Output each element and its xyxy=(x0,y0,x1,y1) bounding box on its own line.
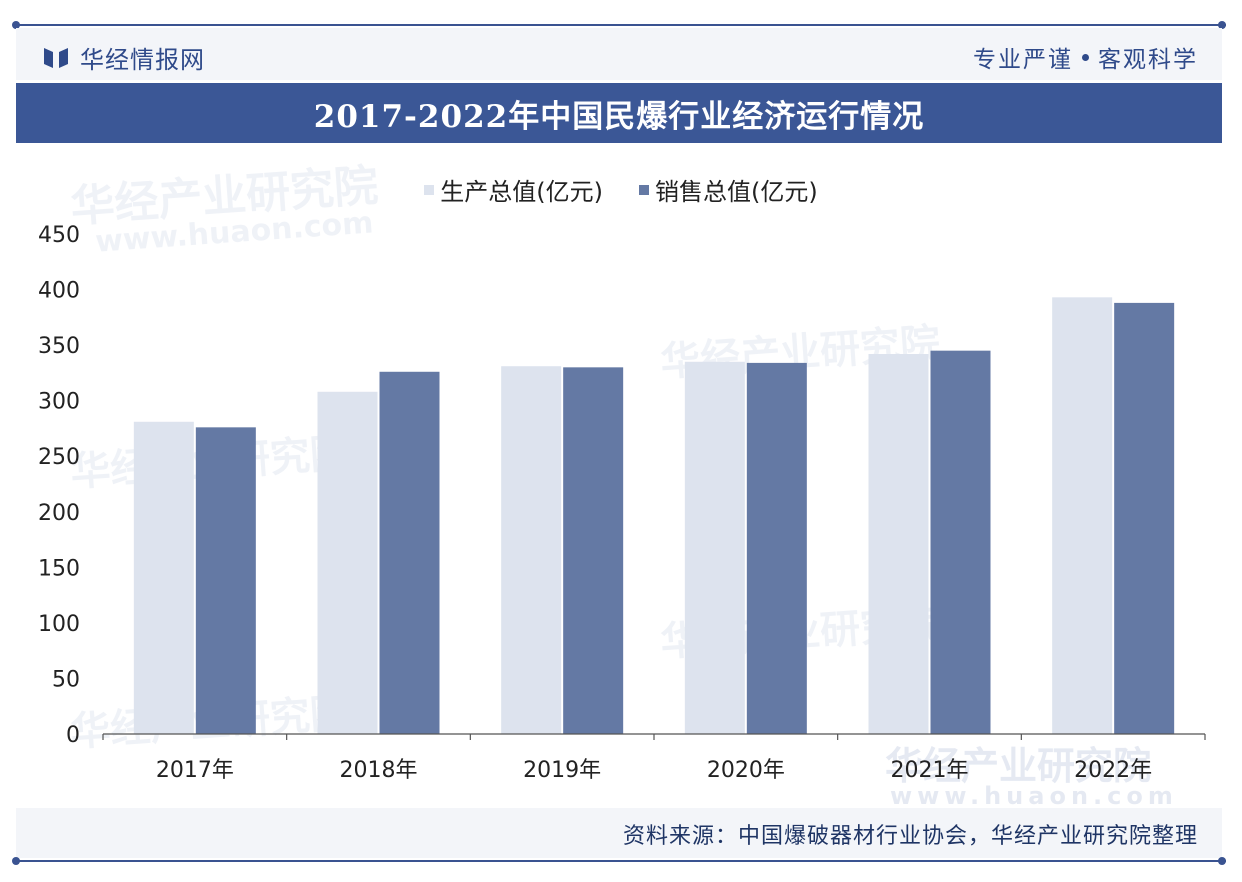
y-tick-label: 150 xyxy=(38,556,80,581)
brand-logo-icon xyxy=(44,47,68,68)
legend-swatch-production xyxy=(424,184,435,195)
chart-legend: 生产总值(亿元) 销售总值(亿元) xyxy=(0,172,1242,207)
footer-bar xyxy=(16,808,1222,858)
brand-bar xyxy=(16,28,1222,80)
bar-production-2020年 xyxy=(684,361,745,734)
brand-name: 华经情报网 xyxy=(80,46,205,74)
y-tick-label: 100 xyxy=(38,612,80,637)
bar-production-2022年 xyxy=(1052,297,1113,734)
chart-title: 2017-2022年中国民爆行业经济运行情况 xyxy=(313,98,925,135)
bar-production-2019年 xyxy=(501,366,562,734)
bottom-frame-dot-left xyxy=(12,857,20,865)
y-tick-label: 450 xyxy=(38,223,80,248)
top-frame-line xyxy=(16,24,1226,26)
slogan-left: 专业严谨 xyxy=(973,47,1073,73)
bar-sales-2022年 xyxy=(1114,302,1175,734)
bar-sales-2019年 xyxy=(563,367,624,734)
bottom-frame-line xyxy=(16,860,1226,862)
x-tick-label: 2021年 xyxy=(891,758,969,783)
x-tick-label: 2022年 xyxy=(1074,758,1152,783)
x-tick-label: 2017年 xyxy=(156,758,234,783)
title-bar: 2017-2022年中国民爆行业经济运行情况 xyxy=(16,83,1222,143)
bar-production-2017年 xyxy=(133,421,194,734)
bar-sales-2020年 xyxy=(746,362,807,734)
bar-production-2018年 xyxy=(317,391,378,734)
top-frame-dot-right xyxy=(1218,21,1226,29)
legend-label-production: 生产总值(亿元) xyxy=(440,178,603,206)
x-tick-label: 2019年 xyxy=(523,758,601,783)
y-tick-label: 300 xyxy=(38,390,80,415)
slogan-right: 客观科学 xyxy=(1098,47,1198,73)
y-tick-label: 350 xyxy=(38,334,80,359)
slogan: 专业严谨 客观科学 xyxy=(973,40,1198,74)
bar-sales-2017年 xyxy=(195,427,256,734)
legend-item-production: 生产总值(亿元) xyxy=(424,172,603,207)
y-tick-label: 0 xyxy=(66,723,80,748)
bar-production-2021年 xyxy=(868,354,929,734)
y-tick-label: 400 xyxy=(38,279,80,304)
legend-swatch-sales xyxy=(639,184,649,195)
y-tick-label: 250 xyxy=(38,445,80,470)
y-tick-label: 200 xyxy=(38,501,80,526)
bottom-frame-dot-right xyxy=(1218,857,1226,865)
bar-sales-2018年 xyxy=(379,371,440,734)
brand: 华经情报网 xyxy=(42,40,205,75)
bar-sales-2021年 xyxy=(930,350,991,734)
legend-label-sales: 销售总值(亿元) xyxy=(655,178,818,206)
x-tick-label: 2018年 xyxy=(340,758,418,783)
slogan-separator-dot xyxy=(1082,53,1089,61)
legend-item-sales: 销售总值(亿元) xyxy=(639,172,818,207)
x-tick-label: 2020年 xyxy=(707,758,785,783)
y-tick-label: 50 xyxy=(52,667,80,692)
top-frame-dot-left xyxy=(12,21,20,29)
source-note: 资料来源：中国爆破器材行业协会，华经产业研究院整理 xyxy=(622,824,1198,849)
